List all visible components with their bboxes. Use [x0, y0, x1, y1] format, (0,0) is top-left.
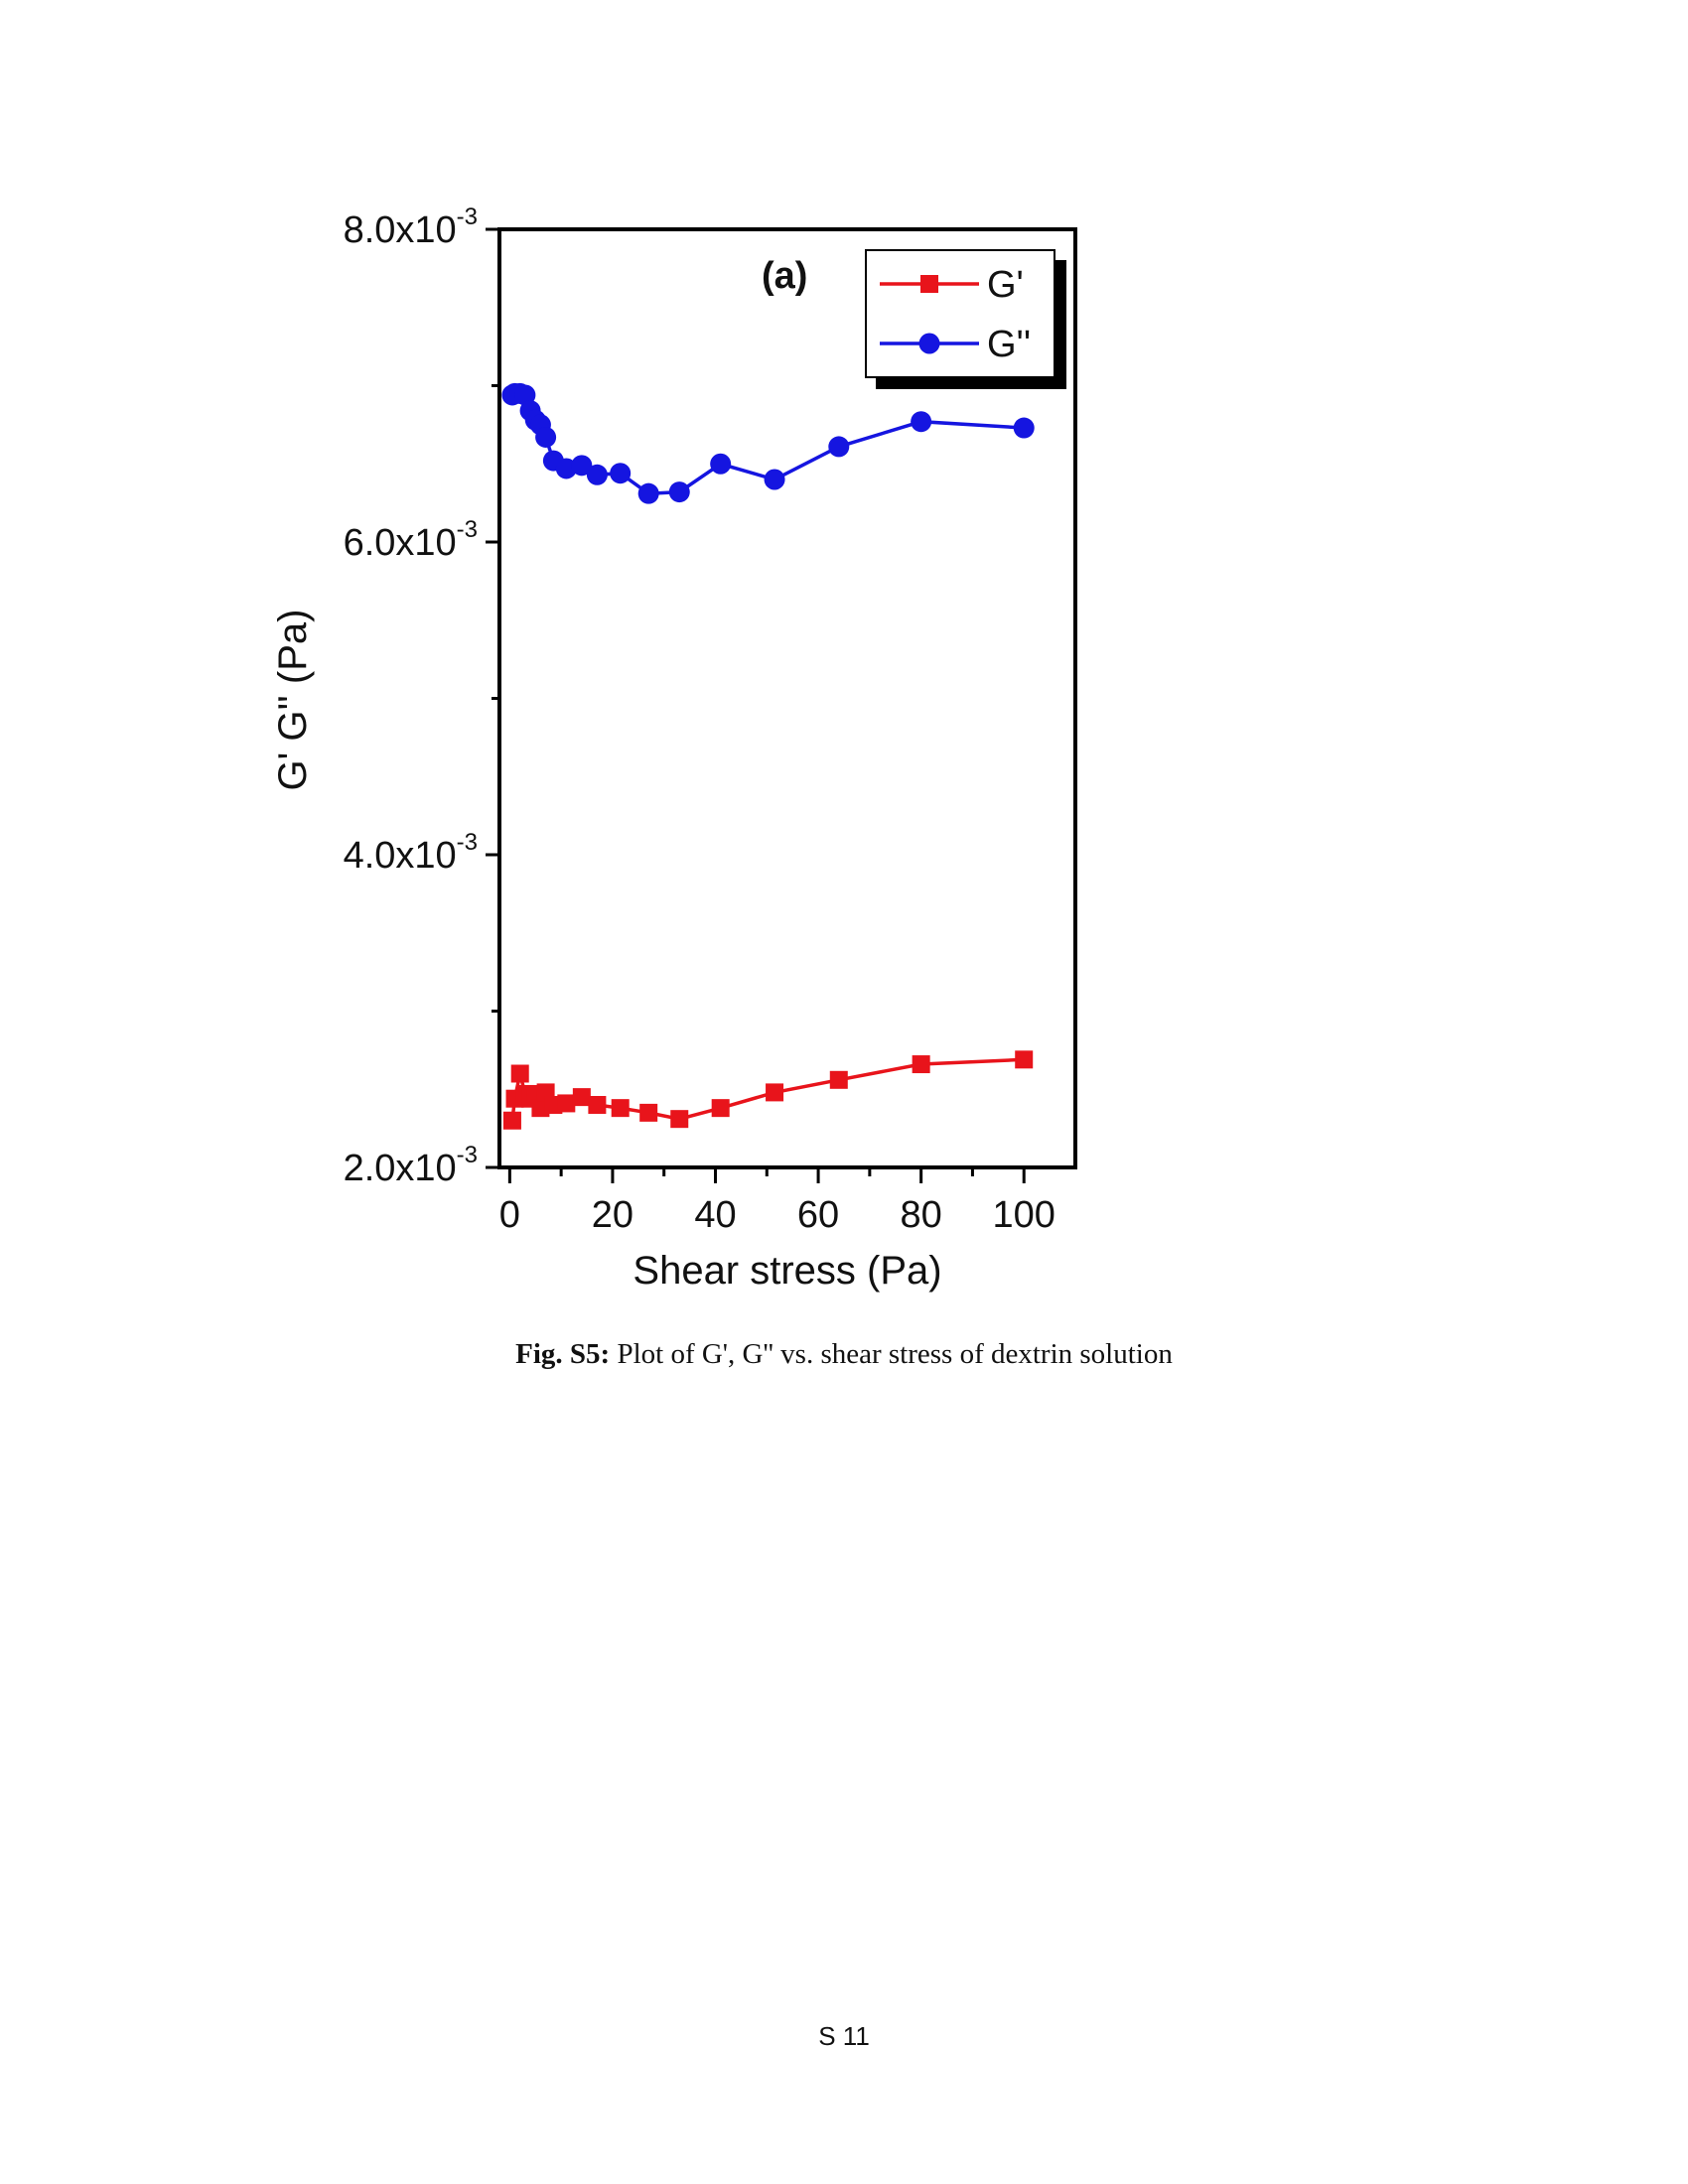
panel-label: (a) — [762, 255, 807, 297]
x-tick-label: 100 — [993, 1194, 1055, 1236]
x-tick-label: 20 — [592, 1194, 633, 1236]
y-tick-label: 4.0x10-3 — [344, 829, 478, 877]
data-point-g-double-prime — [1013, 417, 1035, 439]
data-point-g-double-prime — [610, 463, 632, 484]
figure-caption-label: Fig. S5: — [515, 1338, 611, 1370]
figure-caption-text: Plot of G', G'' vs. shear stress of dext… — [610, 1338, 1173, 1370]
y-tick-mantissa: 4.0x10 — [344, 835, 457, 877]
x-axis-title: Shear stress (Pa) — [633, 1249, 941, 1293]
x-tick-label: 40 — [694, 1194, 736, 1236]
data-point-g-prime — [829, 1070, 848, 1089]
data-point-g-prime — [639, 1103, 658, 1122]
x-tick-label: 60 — [797, 1194, 839, 1236]
y-tick-exponent: -3 — [457, 829, 478, 856]
data-point-g-double-prime — [586, 464, 608, 485]
data-point-g-prime — [510, 1064, 529, 1083]
y-tick-exponent: -3 — [457, 1142, 478, 1168]
data-point-g-double-prime — [710, 453, 732, 475]
y-tick-mantissa: 8.0x10 — [344, 209, 457, 251]
data-point-g-prime — [557, 1094, 576, 1113]
data-point-g-prime — [670, 1110, 689, 1129]
legend-marker-g-double-prime — [918, 333, 940, 354]
legend-label-g-prime: G' — [987, 264, 1024, 306]
legend-label-g-double-prime: G'' — [987, 324, 1031, 365]
y-tick-label: 6.0x10-3 — [344, 516, 478, 564]
data-point-g-prime — [1015, 1050, 1034, 1069]
data-point-g-double-prime — [668, 481, 690, 503]
data-point-g-double-prime — [764, 469, 785, 490]
data-point-g-prime — [711, 1099, 730, 1118]
series-layer — [501, 382, 1035, 1130]
data-point-g-prime — [572, 1088, 591, 1107]
data-point-g-double-prime — [911, 411, 932, 433]
legend — [865, 249, 1066, 389]
data-point-g-prime — [611, 1099, 630, 1118]
data-point-g-double-prime — [514, 384, 536, 406]
x-tick-label: 0 — [499, 1194, 520, 1236]
legend-box — [865, 249, 1055, 378]
data-point-g-prime — [588, 1096, 607, 1114]
y-tick-exponent: -3 — [457, 516, 478, 543]
x-tick-label: 80 — [901, 1194, 942, 1236]
data-point-g-double-prime — [828, 436, 850, 458]
legend-marker-g-prime — [920, 275, 938, 293]
y-axis-title: G' G'' (Pa) — [271, 610, 315, 791]
x-axis-ticks: 0 20 40 60 80 100 — [499, 1167, 1055, 1236]
y-tick-mantissa: 2.0x10 — [344, 1148, 457, 1189]
y-tick-label: 8.0x10-3 — [344, 204, 478, 251]
figure-caption: Fig. S5: Plot of G', G'' vs. shear stres… — [0, 1338, 1688, 1371]
y-tick-label: 2.0x10-3 — [344, 1142, 478, 1189]
legend-entries: G' G'' — [880, 264, 1031, 365]
data-point-g-prime — [912, 1055, 930, 1074]
data-point-g-prime — [766, 1083, 784, 1102]
y-tick-exponent: -3 — [457, 204, 478, 230]
y-tick-mantissa: 6.0x10 — [344, 522, 457, 564]
data-point-g-double-prime — [571, 455, 593, 477]
data-point-g-double-prime — [535, 426, 557, 448]
data-point-g-double-prime — [637, 482, 659, 504]
y-axis-ticks: 2.0x10-34.0x10-36.0x10-38.0x10-3 — [344, 204, 499, 1189]
page-number: S 11 — [818, 2021, 870, 2051]
data-point-g-prime — [502, 1111, 521, 1130]
